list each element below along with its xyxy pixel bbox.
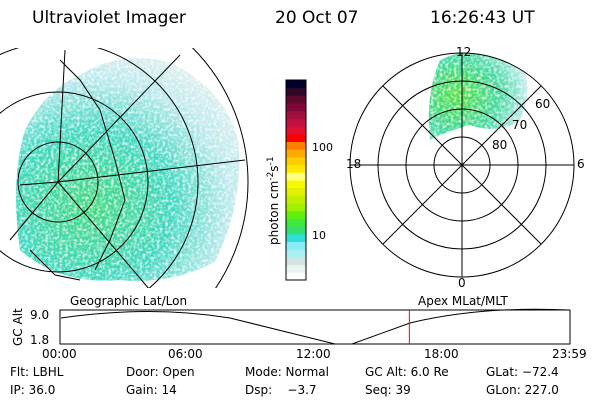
colorbar-swatch: [286, 141, 306, 150]
xtick-3: 18:00: [424, 347, 459, 361]
lat-lon-grid: [0, 0, 249, 373]
colorbar-swatch: [286, 156, 306, 166]
info-glat: GLat: −72.4: [486, 365, 559, 379]
colorbar-label-text: photon cm: [267, 180, 281, 245]
colorbar-tick-10: 10: [312, 229, 326, 242]
colorbar-swatch: [286, 133, 306, 143]
colorbar-swatch: [286, 103, 306, 112]
colorbar-label-exp1: -2: [266, 171, 276, 181]
colorbar-swatch: [286, 233, 306, 243]
xtick-4: 23:59: [552, 347, 587, 361]
colorbar-swatch: [286, 195, 306, 204]
colorbar-swatch: [286, 80, 306, 89]
info-seq: Seq: 39: [365, 383, 411, 397]
ytick-1.8: 1.8: [30, 333, 50, 347]
polar-label-0: 0: [458, 276, 466, 290]
apex-title: Apex MLat/MLT: [418, 294, 508, 308]
info-ip: IP: 36.0: [10, 383, 56, 397]
polar-label-12: 12: [456, 45, 472, 59]
colorbar-swatch: [286, 249, 306, 258]
colorbar-swatch: [286, 95, 306, 104]
colorbar-swatch: [286, 203, 306, 212]
polar-ring-60: 60: [535, 97, 551, 111]
colorbar-tick-100: 100: [312, 141, 333, 154]
colorbar-swatch: [286, 126, 306, 135]
date-label: 20 Oct 07: [275, 8, 359, 28]
info-filter: Flt: LBHL: [10, 365, 64, 379]
polar-ring-70: 70: [512, 118, 528, 132]
xtick-2: 12:00: [296, 347, 331, 361]
colorbar-swatch: [286, 264, 306, 273]
colorbar-swatch: [286, 241, 306, 250]
polar-label-18: 18: [346, 157, 362, 171]
colorbar-swatch: [286, 164, 306, 173]
xtick-0: 00:00: [42, 347, 77, 361]
info-dsp: Dsp: −3.7: [245, 383, 317, 397]
colorbar-swatch: [286, 110, 306, 119]
colorbar-swatch: [286, 210, 306, 219]
colorbar-swatch: [286, 218, 306, 227]
colorbar-swatch: [286, 172, 306, 181]
colorbar-swatch: [286, 256, 306, 266]
instrument-title: Ultraviolet Imager: [32, 8, 186, 28]
info-glon: GLon: 227.0: [486, 383, 559, 397]
colorbar-label-exp2: -1: [266, 156, 276, 166]
polar-label-6: 6: [577, 157, 585, 171]
colorbar-swatch: [286, 149, 306, 158]
colorbar-label-s: s: [267, 165, 281, 172]
info-door: Door: Open: [126, 365, 195, 379]
info-gc-alt: GC Alt: 6.0 Re: [365, 365, 449, 379]
geographic-title: Geographic Lat/Lon: [70, 294, 188, 308]
colorbar-swatch: [286, 87, 306, 96]
colorbar-swatch: [286, 180, 306, 189]
colorbar-label: photon cm-2s-1: [266, 156, 281, 245]
timeline-ylabel: GC Alt: [11, 308, 25, 346]
auroral-image-polar: [428, 53, 528, 140]
info-gain: Gain: 14: [126, 383, 177, 397]
timeline-plot: [59, 309, 571, 345]
xtick-1: 06:00: [168, 347, 203, 361]
colorbar-swatch: [286, 272, 306, 281]
polar-ring-80: 80: [492, 138, 508, 152]
polar-grid: [349, 52, 575, 278]
auroral-image-left: [16, 58, 240, 281]
colorbar-swatch: [286, 187, 306, 196]
info-mode: Mode: Normal: [245, 365, 329, 379]
colorbar: [285, 79, 307, 281]
colorbar-swatch: [286, 118, 306, 127]
gc-alt-curve: [60, 308, 570, 345]
colorbar-swatch: [286, 226, 306, 235]
time-label: 16:26:43 UT: [430, 8, 535, 28]
ytick-9: 9.0: [30, 308, 50, 322]
colorbar-frame: [285, 79, 307, 281]
